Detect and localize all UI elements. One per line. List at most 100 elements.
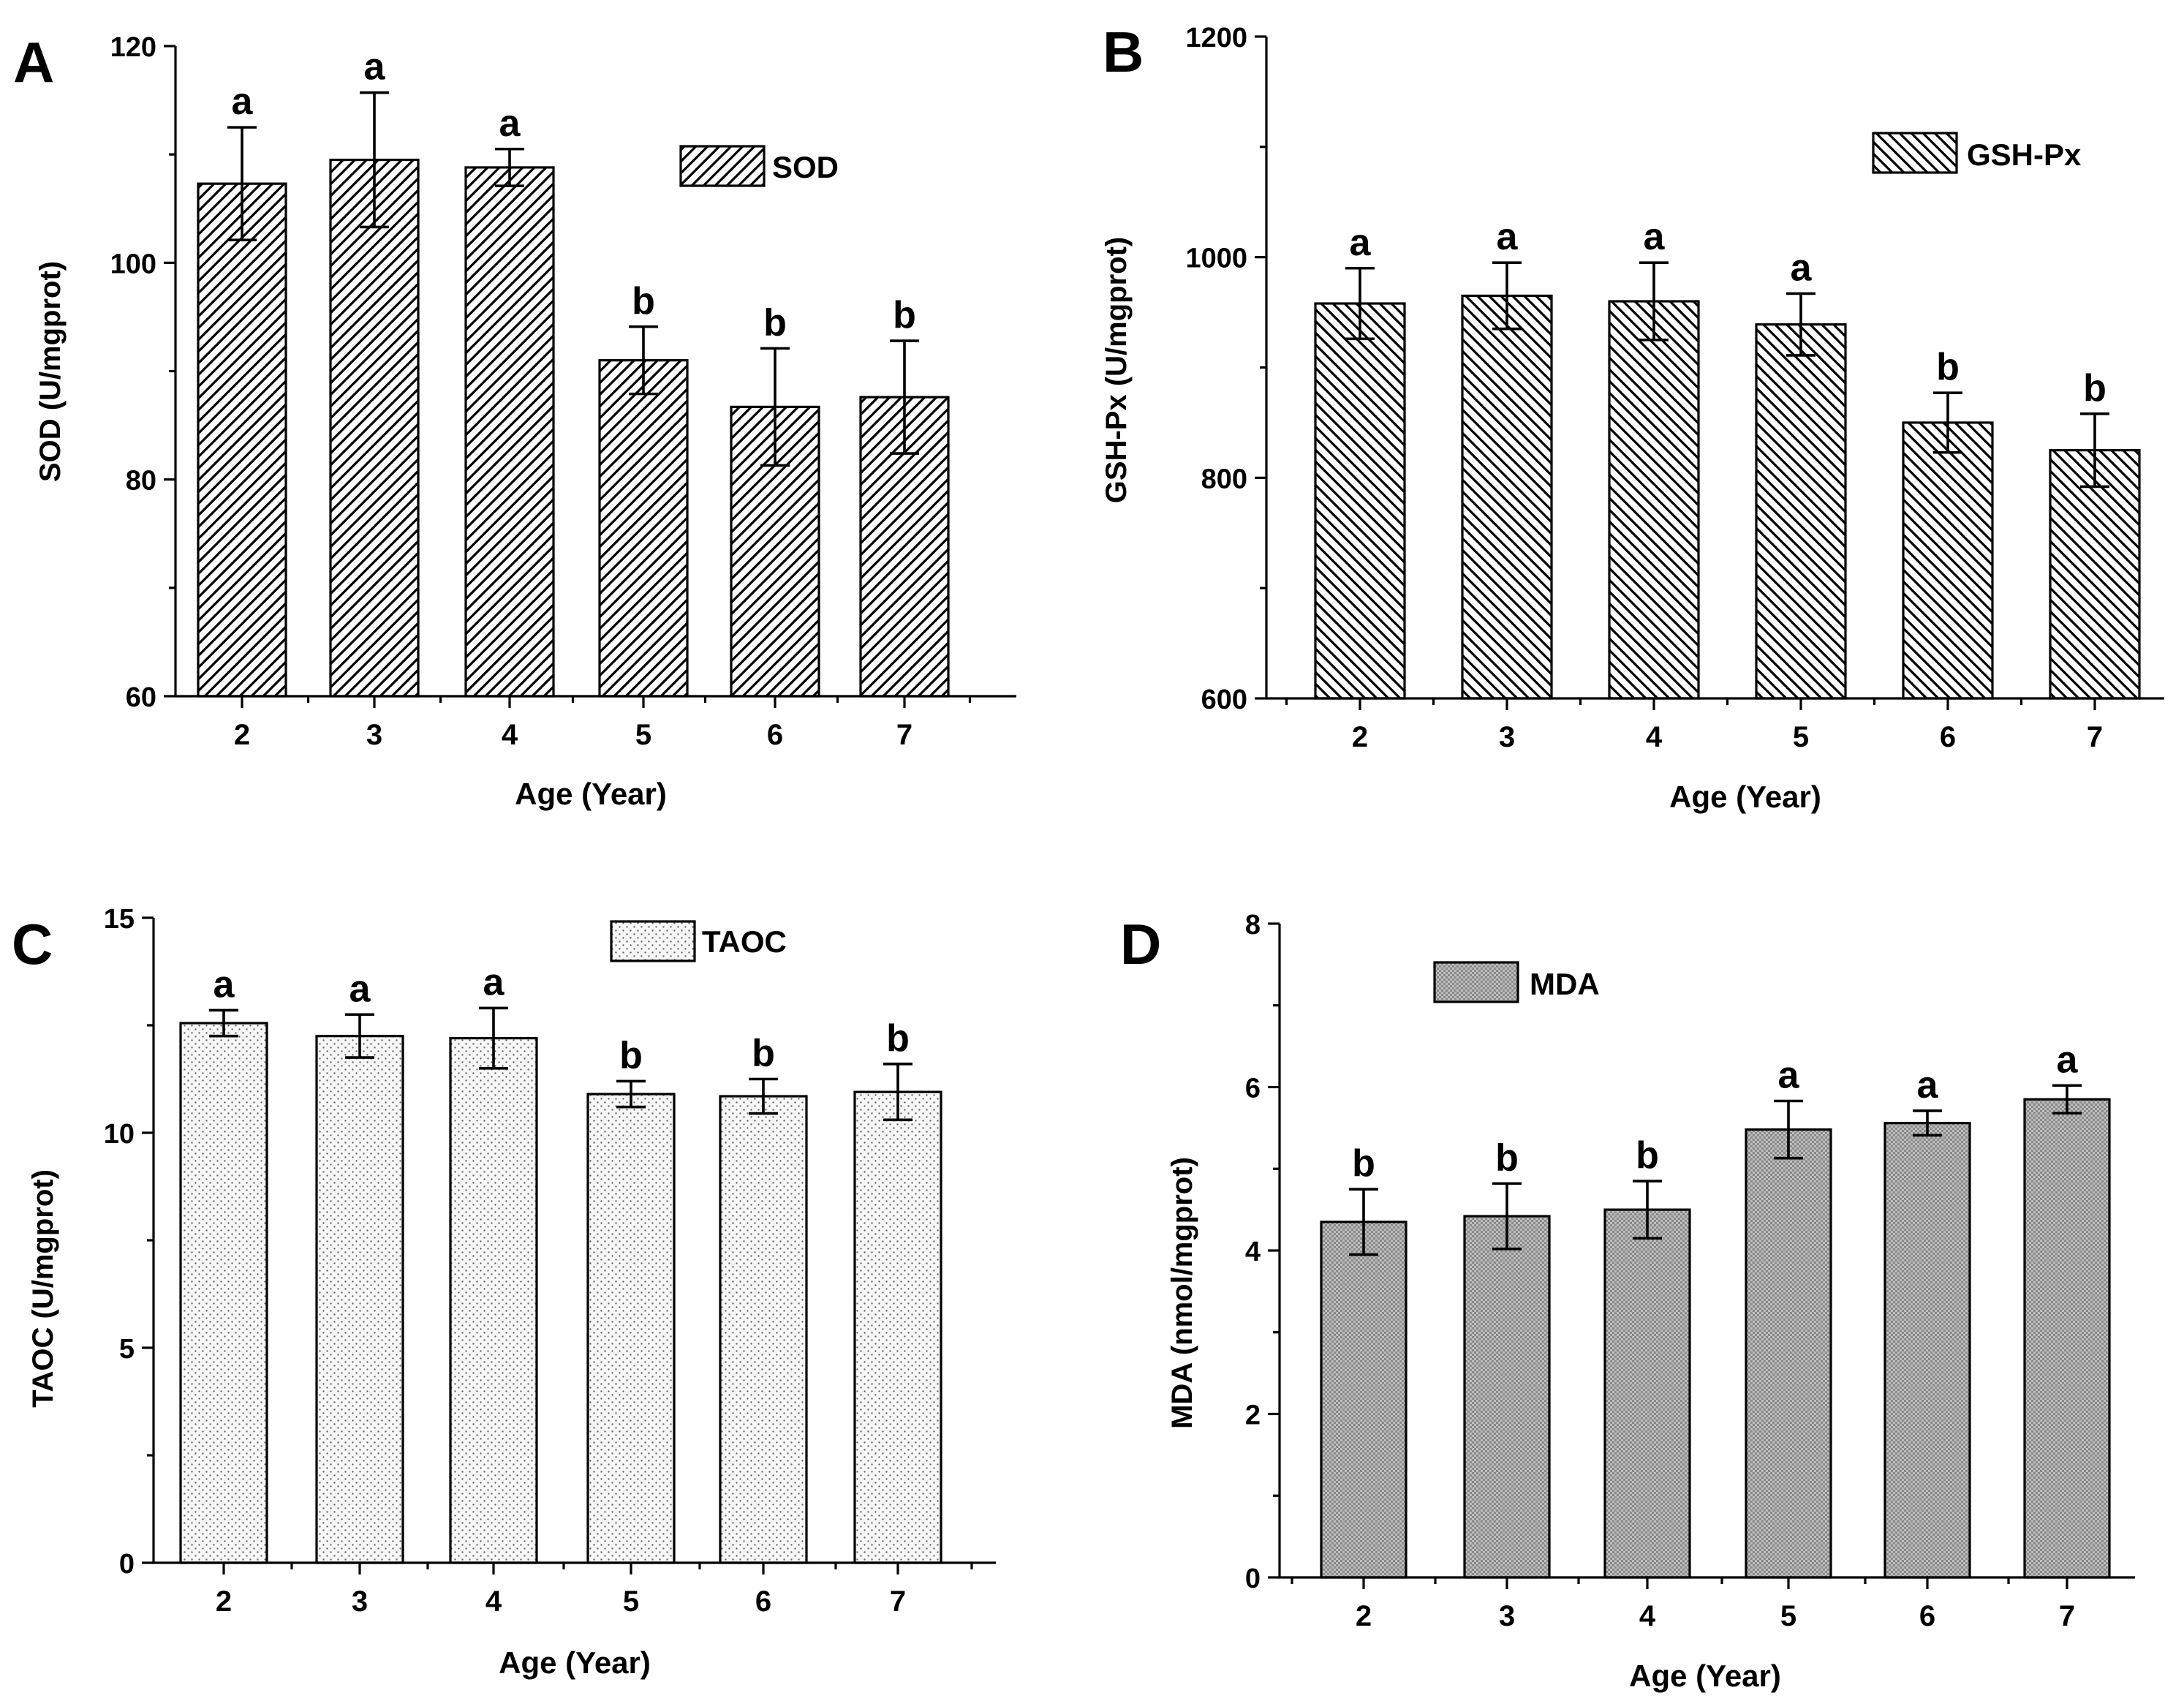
- panel-a-legend: SOD: [679, 145, 839, 187]
- panel-a-plot: a a a b b b 60 80 100 120 2 3 4 5 6 7: [110, 32, 1016, 751]
- panel-d-error-bar-7: [2052, 1084, 2082, 1115]
- panel-c-xlabel: Age (Year): [499, 1645, 651, 1680]
- panel-d-sig-letter-7: a: [2057, 1038, 2079, 1081]
- panel-a-sig-letter-6: b: [763, 301, 787, 344]
- panel-a-ylabel: SOD (U/mgprot): [34, 261, 67, 482]
- panel-b-ylabel: GSH-Px (U/mgprot): [1100, 237, 1133, 503]
- panel-a-error-bar-7: [890, 339, 919, 455]
- panel-d-sig-letter-4: b: [1636, 1134, 1659, 1177]
- panel-c-error-bar-6: [749, 1077, 778, 1115]
- panel-b-ytick-label-1000: 1000: [1185, 244, 1247, 274]
- panel-d-ytick-label-0: 0: [1245, 1564, 1261, 1594]
- panel-b-bar-2: [1314, 302, 1406, 700]
- panel-c-bar-2: [179, 1022, 268, 1564]
- panel-c-xtick-label-7: 7: [890, 1585, 906, 1618]
- panel-b-plot: a a a a b b 600 800 1000 1200 2 3 4 5 6 7: [1185, 23, 2164, 753]
- panel-d-legend: MDA: [1433, 961, 1600, 1003]
- panel-b-xtick-label-5: 5: [1793, 721, 1809, 753]
- panel-b-error-bar-7: [2080, 412, 2109, 489]
- panel-d-error-bar-5: [1774, 1099, 1803, 1160]
- panel-d-xtick-label-6: 6: [1919, 1600, 1935, 1632]
- panel-c-bar-6: [719, 1095, 808, 1564]
- panel-d-ytick-label-2: 2: [1245, 1400, 1261, 1431]
- panel-b-sig-letter-7: b: [2083, 367, 2106, 410]
- panel-c-xtick-label-2: 2: [216, 1585, 232, 1618]
- panel-a-xtick-label-5: 5: [635, 719, 651, 751]
- panel-d-xtick-label-7: 7: [2059, 1600, 2075, 1632]
- panel-d-error-bar-2: [1349, 1188, 1378, 1256]
- panel-c-plot: a a a b b b 0 5 10 15 2 3 4 5 6 7: [104, 904, 996, 1618]
- panel-b-ytick-label-800: 800: [1201, 464, 1247, 494]
- panel-a-ytick-label-120: 120: [110, 32, 156, 63]
- panel-b-bar-6: [1902, 421, 1994, 700]
- panel-c-ytick-label-15: 15: [104, 904, 135, 935]
- panel-a-error-bar-3: [360, 91, 389, 229]
- panel-a-ytick-label-100: 100: [110, 249, 156, 279]
- panel-c-ylabel: TAOC (U/mgprot): [27, 1169, 59, 1408]
- panel-c-letter: C: [12, 912, 53, 976]
- panel-c-bar-7: [853, 1090, 942, 1564]
- panel-b-legend-label: GSH-Px: [1967, 137, 2082, 172]
- panel-b-sig-letter-5: a: [1791, 246, 1813, 289]
- panel-c-xtick-label-4: 4: [485, 1585, 502, 1618]
- panel-a-xlabel: Age (Year): [515, 777, 667, 811]
- panel-c-sig-letter-3: a: [349, 968, 371, 1010]
- panel-b-bar-7: [2049, 449, 2141, 700]
- panel-c-error-bar-5: [616, 1079, 646, 1109]
- panel-a-sig-letter-4: a: [499, 102, 521, 145]
- panel-b-sig-letter-4: a: [1644, 216, 1666, 258]
- panel-a-xtick-label-3: 3: [366, 719, 382, 751]
- panel-d-legend-label: MDA: [1530, 967, 1600, 1001]
- panel-a-legend-swatch: [679, 145, 766, 187]
- panel-d-xlabel: Age (Year): [1629, 1659, 1781, 1693]
- panel-d-ytick-label-8: 8: [1245, 910, 1261, 940]
- panel-a-ytick-label-60: 60: [126, 682, 156, 713]
- panel-a-bar-2: [197, 182, 287, 698]
- panel-c-ytick-label-10: 10: [104, 1119, 135, 1150]
- panel-d-ylabel: MDA (nmol/mgprot): [1166, 1157, 1198, 1429]
- panel-b-xtick-label-3: 3: [1499, 721, 1515, 753]
- panel-b-error-bar-2: [1345, 266, 1375, 341]
- panel-b-error-bar-6: [1933, 391, 1962, 454]
- panel-a-xtick-label-4: 4: [502, 719, 518, 751]
- panel-c-bar-4: [449, 1037, 538, 1564]
- panel-d-error-bar-3: [1492, 1182, 1522, 1251]
- panel-b-xtick-label-4: 4: [1646, 721, 1663, 753]
- panel-c-sig-letter-4: a: [483, 961, 505, 1003]
- panel-d: D MDA (nmol/mgprot) Age (Year) MDA b b b a a…: [1120, 910, 2135, 1693]
- panel-c-ytick-label-5: 5: [119, 1334, 135, 1365]
- panel-c-error-bar-3: [345, 1013, 374, 1059]
- panel-b-xtick-label-7: 7: [2087, 721, 2103, 753]
- panel-a-letter: A: [13, 30, 54, 94]
- panel-b-error-bar-3: [1492, 261, 1522, 331]
- panel-a-sig-letter-5: b: [632, 280, 655, 323]
- panel-c-error-bar-4: [479, 1006, 508, 1070]
- panel-a-legend-label: SOD: [772, 150, 839, 184]
- panel-c-xtick-label-6: 6: [755, 1585, 771, 1618]
- panel-d-bar-4: [1603, 1208, 1691, 1579]
- panel-b-error-bar-4: [1639, 261, 1669, 342]
- panel-d-xtick-label-2: 2: [1356, 1600, 1372, 1632]
- panel-a-error-bar-2: [227, 126, 257, 242]
- panel-b-ytick-label-600: 600: [1201, 684, 1247, 715]
- panel-b-bar-4: [1608, 300, 1700, 700]
- panel-a-xtick-label-2: 2: [234, 719, 250, 751]
- panel-d-xtick-label-5: 5: [1780, 1600, 1796, 1632]
- panel-b-legend: GSH-Px: [1872, 132, 2082, 174]
- panel-b-legend-swatch: [1872, 132, 1958, 174]
- panel-d-sig-letter-2: b: [1352, 1142, 1375, 1185]
- panel-a-xtick-label-7: 7: [896, 719, 912, 751]
- panel-b-xtick-label-6: 6: [1940, 721, 1956, 753]
- panel-d-error-bar-4: [1633, 1180, 1662, 1240]
- panel-c-bar-5: [586, 1093, 676, 1564]
- panel-b-sig-letter-6: b: [1936, 346, 1960, 388]
- panel-a: A SOD (U/mgprot) Age (Year) SOD a a a b b b 60…: [13, 30, 1016, 811]
- panel-c-error-bar-7: [883, 1063, 912, 1122]
- panel-c-error-bar-2: [209, 1008, 238, 1038]
- panel-c-xtick-label-5: 5: [623, 1585, 639, 1618]
- panel-d-bar-2: [1320, 1221, 1407, 1579]
- panel-a-sig-letter-2: a: [232, 80, 254, 123]
- panel-a-bar-4: [464, 166, 555, 698]
- panel-c-ytick-label-0: 0: [119, 1549, 135, 1580]
